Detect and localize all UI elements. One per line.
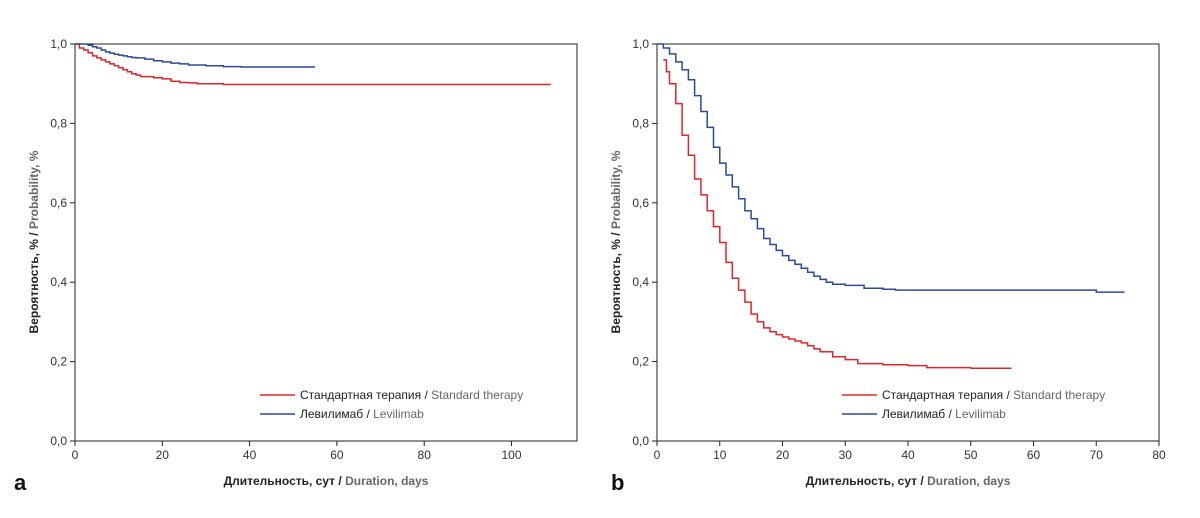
x-tick-label: 0	[72, 448, 79, 462]
y-tick-label: 0,6	[632, 196, 649, 210]
plot-frame-b	[656, 43, 1160, 442]
legend-label-standard-a: Стандартная терапия / Standard therapy	[300, 388, 523, 402]
panel-a: 0 20 40 60 80 100 0,0 0,2 0,4 0,6 0,8 1,0 Вероятнос…	[14, 37, 578, 495]
km-curve-standard-therapy	[75, 43, 551, 86]
x-tick-label: 10	[713, 448, 727, 462]
x-axis-title-a: Длительность, сут / Duration, days	[224, 474, 429, 488]
x-tick-label: 40	[901, 448, 915, 462]
y-tick-label: 0,2	[632, 355, 649, 369]
x-tick-label: 50	[964, 448, 978, 462]
y-axis-title-b: Вероятность, % / Probability, %	[609, 150, 623, 333]
x-tick-label: 30	[839, 448, 853, 462]
y-tick-label: 0,2	[50, 355, 67, 369]
legend-label-levilimab-a: Левилимаб / Levilimab	[300, 407, 424, 421]
x-tick-label: 80	[418, 448, 432, 462]
x-tick-label: 20	[156, 448, 170, 462]
x-tick-label: 80	[1152, 448, 1166, 462]
axes-b: 0 10 20 30 40 50 60 70 80 0,0 0,2 0,4 0,6 0,8 1,0	[632, 37, 1166, 462]
legend-label-levilimab-b: Левилимаб / Levilimab	[882, 407, 1006, 421]
x-tick-label: 40	[243, 448, 257, 462]
y-tick-label: 0,4	[632, 275, 649, 289]
y-tick-label: 1,0	[50, 37, 67, 51]
series-lines-a	[75, 43, 551, 86]
x-axis-title-b: Длительность, сут / Duration, days	[806, 474, 1011, 488]
x-tick-label: 0	[654, 448, 661, 462]
x-tick-label: 60	[1027, 448, 1041, 462]
panel-letter-a: a	[14, 470, 27, 495]
km-curve-standard-therapy	[663, 59, 1012, 370]
y-tick-label: 0,0	[50, 434, 67, 448]
axes-a: 0 20 40 60 80 100 0,0 0,2 0,4 0,6 0,8 1,0	[50, 37, 522, 462]
panel-letter-b: b	[611, 470, 624, 495]
km-curve-levilimab	[75, 43, 316, 68]
x-tick-label: 100	[502, 448, 522, 462]
x-tick-label: 60	[330, 448, 344, 462]
legend-b: Стандартная терапия / Standard therapy Л…	[842, 388, 1105, 421]
x-tick-label: 20	[776, 448, 790, 462]
y-tick-label: 1,0	[632, 37, 649, 51]
y-tick-label: 0,8	[632, 116, 649, 130]
panel-b: 0 10 20 30 40 50 60 70 80 0,0 0,2 0,4 0,6 0,8 1,0 Веро…	[609, 37, 1166, 495]
series-lines-b	[657, 43, 1125, 370]
y-tick-label: 0,0	[632, 434, 649, 448]
y-tick-label: 0,8	[50, 116, 67, 130]
y-tick-label: 0,6	[50, 196, 67, 210]
y-tick-label: 0,4	[50, 275, 67, 289]
legend-label-standard-b: Стандартная терапия / Standard therapy	[882, 388, 1105, 402]
y-axis-title-a: Вероятность, % / Probability, %	[27, 150, 41, 333]
km-curve-levilimab	[657, 43, 1125, 293]
plot-frame-a	[74, 43, 578, 442]
x-tick-label: 70	[1090, 448, 1104, 462]
legend-a: Стандартная терапия / Standard therapy Л…	[260, 388, 523, 421]
